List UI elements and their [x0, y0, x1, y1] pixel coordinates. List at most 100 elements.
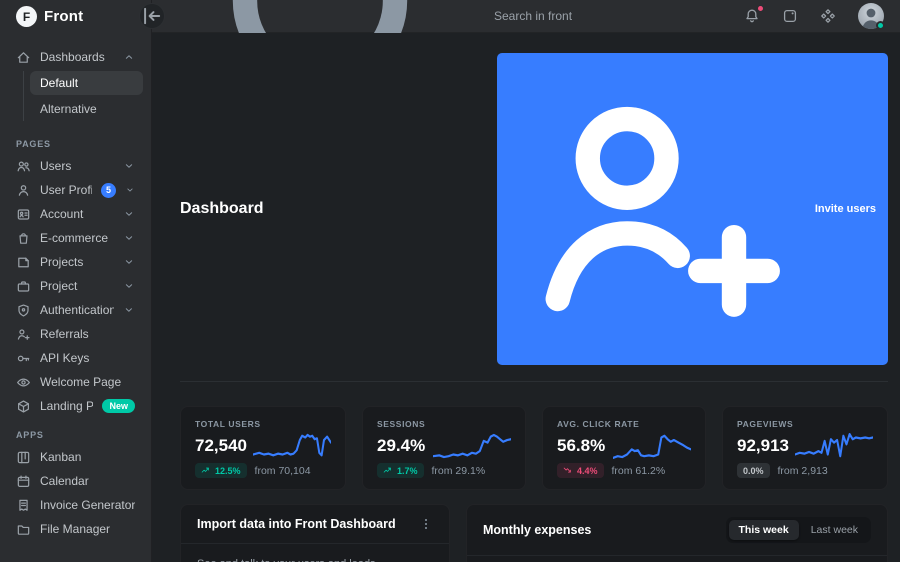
sidebar-item-dashboards[interactable]: Dashboards	[8, 45, 143, 69]
week-toggle: This week Last week	[725, 517, 871, 543]
sidebar-item-alternative[interactable]: Alternative	[40, 102, 97, 116]
main-content: Dashboard Invite users TOTAL USERS 72,540…	[152, 33, 900, 562]
home-icon	[16, 50, 31, 65]
sidebar-item-api-keys[interactable]: API Keys	[8, 346, 143, 370]
avatar-silhouette-icon	[862, 8, 880, 29]
box-icon	[16, 399, 31, 414]
stat-label: PAGEVIEWS	[737, 419, 794, 429]
stat-label: TOTAL USERS	[195, 419, 261, 429]
expenses-card-title: Monthly expenses	[483, 523, 592, 537]
notifications-button[interactable]	[744, 5, 764, 24]
user-icon	[16, 183, 31, 198]
notification-dot	[757, 5, 764, 12]
sidebar-item-projects[interactable]: Projects	[8, 250, 143, 274]
header-divider	[180, 381, 888, 382]
calendar-icon	[16, 474, 31, 489]
page-title: Dashboard	[180, 200, 264, 217]
tab-this-week[interactable]: This week	[728, 520, 799, 540]
stat-value: 92,913	[737, 436, 789, 455]
delta-badge: 12.5%	[195, 463, 247, 478]
sparkline-chart	[253, 433, 331, 457]
dashboards-subnav: Default Alternative	[23, 71, 143, 121]
apps-grid-icon	[820, 8, 836, 24]
sidebar-item-users[interactable]: Users	[8, 154, 143, 178]
id-card-icon	[16, 207, 31, 222]
window-button[interactable]	[782, 8, 798, 24]
sparkline-chart	[795, 432, 873, 458]
online-status-dot	[876, 21, 885, 30]
logo[interactable]: F Front	[0, 0, 151, 33]
sidebar-item-label: Account	[40, 207, 84, 221]
sidebar-item-project[interactable]: Project	[8, 274, 143, 298]
tab-last-week[interactable]: Last week	[810, 524, 858, 536]
sidebar-item-welcome-page[interactable]: Welcome Page	[8, 370, 143, 394]
sidebar-item-invoice-generator[interactable]: Invoice Generator	[8, 493, 143, 517]
import-description: See and talk to your users and leads imm…	[197, 556, 433, 562]
apps-button[interactable]	[820, 8, 836, 24]
bag-icon	[16, 231, 31, 246]
sidebar-item-label: Dashboards	[40, 50, 105, 64]
note-icon	[16, 255, 31, 270]
user-avatar[interactable]	[858, 3, 885, 30]
kanban-icon	[16, 450, 31, 465]
chevron-down-icon	[123, 160, 135, 172]
sidebar-collapse-button[interactable]	[139, 3, 165, 29]
delta-badge: 1.7%	[377, 463, 424, 478]
sidebar-item-label: Users	[40, 159, 72, 173]
search-input[interactable]	[494, 9, 714, 23]
sidebar-item-e-commerce[interactable]: E-commerce	[8, 226, 143, 250]
invite-users-button[interactable]: Invite users	[496, 53, 888, 365]
sidebar-item-label: Project	[40, 279, 78, 293]
chevron-down-icon	[123, 208, 135, 220]
import-data-card: Import data into Front Dashboard See and…	[180, 504, 450, 562]
chevron-down-icon	[125, 184, 135, 196]
stat-label: SESSIONS	[377, 419, 426, 429]
stat-card-total-users: TOTAL USERS 72,540 12.5% from 70,104	[180, 406, 346, 490]
logo-text: Front	[44, 8, 84, 25]
trend-up-icon	[383, 466, 393, 476]
stat-from: from 61.2%	[611, 464, 666, 477]
sidebar-item-label: Landing Page	[40, 399, 94, 413]
sidebar-item-authentication[interactable]: Authentication	[8, 298, 143, 322]
sidebar-item-label: File Manager	[40, 522, 111, 536]
sidebar-section-header: PAGES	[16, 139, 51, 149]
stat-value: 29.4%	[377, 436, 426, 455]
sidebar-item-label: E-commerce	[40, 231, 109, 245]
sidebar-item-file-manager[interactable]: File Manager	[8, 517, 143, 541]
sidebar-item-calendar[interactable]: Calendar	[8, 469, 143, 493]
sidebar-item-kanban[interactable]: Kanban	[8, 445, 143, 469]
stat-card-sessions: SESSIONS 29.4% 1.7% from 29.1%	[362, 406, 526, 490]
sidebar-section-header: APPS	[16, 430, 44, 440]
users-icon	[16, 159, 31, 174]
topbar	[139, 0, 900, 134]
chevron-up-icon	[123, 51, 135, 63]
sidebar-item-account[interactable]: Account	[8, 202, 143, 226]
stat-card-pageviews: PAGEVIEWS 92,913 0.0% from 2,913	[722, 406, 888, 490]
sidebar-item-landing-page[interactable]: Landing Page New	[8, 394, 143, 418]
delta-badge: 4.4%	[557, 463, 604, 478]
trend-up-icon	[201, 466, 211, 476]
sidebar: F Front Dashboards Default Alternative P…	[0, 0, 152, 562]
stat-from: from 2,913	[777, 464, 828, 477]
collapse-icon	[140, 4, 164, 28]
person-plus-icon	[16, 327, 31, 342]
chevron-down-icon	[123, 280, 135, 292]
sidebar-item-default[interactable]: Default	[30, 71, 143, 95]
trend-down-icon	[563, 466, 573, 476]
stats-row: TOTAL USERS 72,540 12.5% from 70,104 SESSION…	[180, 406, 888, 490]
person-plus-icon	[509, 59, 809, 359]
sidebar-item-label: User Profile	[40, 183, 92, 197]
sidebar-nav: Dashboards Default Alternative PAGES User…	[0, 33, 151, 541]
sidebar-item-referrals[interactable]: Referrals	[8, 322, 143, 346]
kebab-menu-icon[interactable]	[419, 517, 433, 531]
chevron-down-icon	[123, 304, 135, 316]
stat-card-avg-click-rate: AVG. CLICK RATE 56.8% 4.4% from 61.2%	[542, 406, 706, 490]
sidebar-item-user-profile[interactable]: User Profile 5	[8, 178, 143, 202]
monthly-expenses-card: Monthly expenses This week Last week 35%	[466, 504, 888, 562]
front-logo-icon: F	[16, 6, 37, 27]
sidebar-item-label: Welcome Page	[40, 375, 122, 389]
import-card-title: Import data into Front Dashboard	[197, 517, 396, 531]
sparkline-chart	[433, 433, 511, 459]
sidebar-item-label: Kanban	[40, 450, 82, 464]
